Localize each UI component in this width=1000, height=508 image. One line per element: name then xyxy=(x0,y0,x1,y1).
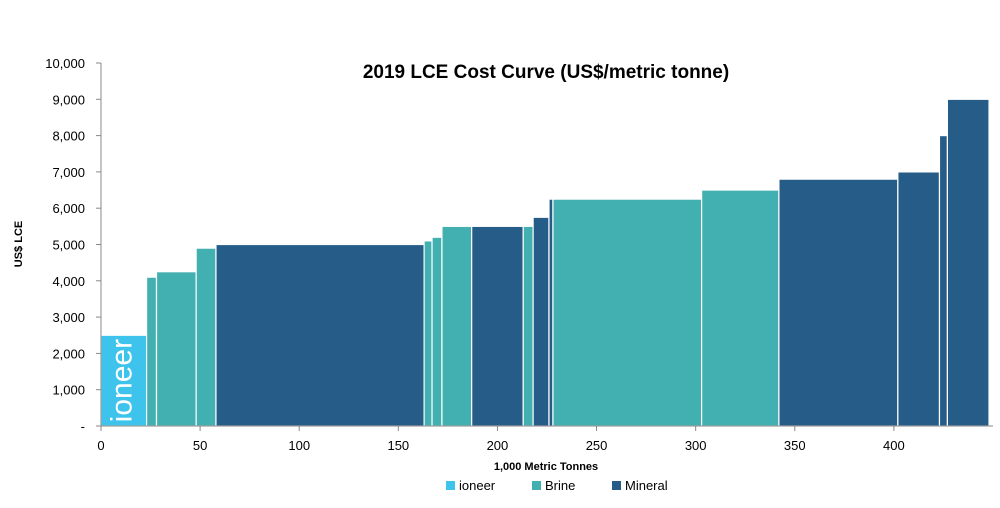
x-tick-label: 100 xyxy=(288,438,310,453)
bar-brine-2 xyxy=(155,271,197,427)
bar-mineral-16 xyxy=(938,135,949,427)
x-tick-label: 400 xyxy=(883,438,905,453)
y-tick-label: 5,000 xyxy=(52,238,85,253)
legend-swatch xyxy=(532,481,541,490)
x-tick-label: 50 xyxy=(193,438,207,453)
x-tick-label: 250 xyxy=(586,438,608,453)
bar-ioneer-0 xyxy=(100,334,148,427)
bar-brine-6 xyxy=(431,236,443,427)
x-tick-label: 200 xyxy=(487,438,509,453)
bars-layer: ioneer xyxy=(100,98,990,427)
axes-layer: - 1,000 2,000 3,000 4,000 5,000 6,000 7,000 8,00… xyxy=(45,56,993,453)
x-axis-label: 1,000 Metric Tonnes xyxy=(494,461,598,473)
bar-brine-5 xyxy=(423,240,433,427)
y-tick-label: 8,000 xyxy=(52,129,85,144)
bar-mineral-17 xyxy=(946,98,990,427)
bar-mineral-4 xyxy=(215,243,425,427)
chart-title: 2019 LCE Cost Curve (US$/metric tonne) xyxy=(363,62,729,83)
bar-mineral-10 xyxy=(532,216,550,427)
x-tick-label: 0 xyxy=(97,438,104,453)
bar-brine-1 xyxy=(145,276,158,427)
y-tick-label: 1,000 xyxy=(52,383,85,398)
y-axis-label: US$ LCE xyxy=(13,221,25,267)
bar-mineral-15 xyxy=(897,171,941,427)
bar-brine-12 xyxy=(552,198,703,427)
legend-label: ioneer xyxy=(459,478,496,493)
y-tick-label: 2,000 xyxy=(52,346,85,361)
legend-item-mineral: Mineral xyxy=(612,478,668,493)
y-tick-label: - xyxy=(81,419,85,434)
legend: ioneer Brine Mineral xyxy=(446,478,668,493)
bar-mineral-14 xyxy=(778,178,899,427)
y-tick-label: 4,000 xyxy=(52,274,85,289)
legend-item-ioneer: ioneer xyxy=(446,478,496,493)
ioneer-logo-text: ioneer xyxy=(106,339,139,422)
bar-brine-7 xyxy=(441,225,473,427)
y-tick-label: 7,000 xyxy=(52,165,85,180)
legend-item-brine: Brine xyxy=(532,478,575,493)
x-tick-label: 300 xyxy=(685,438,707,453)
y-tick-label: 10,000 xyxy=(45,56,85,71)
y-tick-label: 3,000 xyxy=(52,310,85,325)
y-tick-label: 6,000 xyxy=(52,201,85,216)
y-tick-label: 9,000 xyxy=(52,92,85,107)
legend-label: Brine xyxy=(545,478,575,493)
bar-brine-9 xyxy=(522,225,534,427)
x-tick-label: 150 xyxy=(387,438,409,453)
bar-mineral-8 xyxy=(471,225,524,427)
legend-label: Mineral xyxy=(625,478,668,493)
legend-swatch xyxy=(446,481,455,490)
legend-swatch xyxy=(612,481,621,490)
bar-brine-3 xyxy=(195,247,217,427)
x-tick-label: 350 xyxy=(784,438,806,453)
bar-brine-13 xyxy=(701,189,780,427)
